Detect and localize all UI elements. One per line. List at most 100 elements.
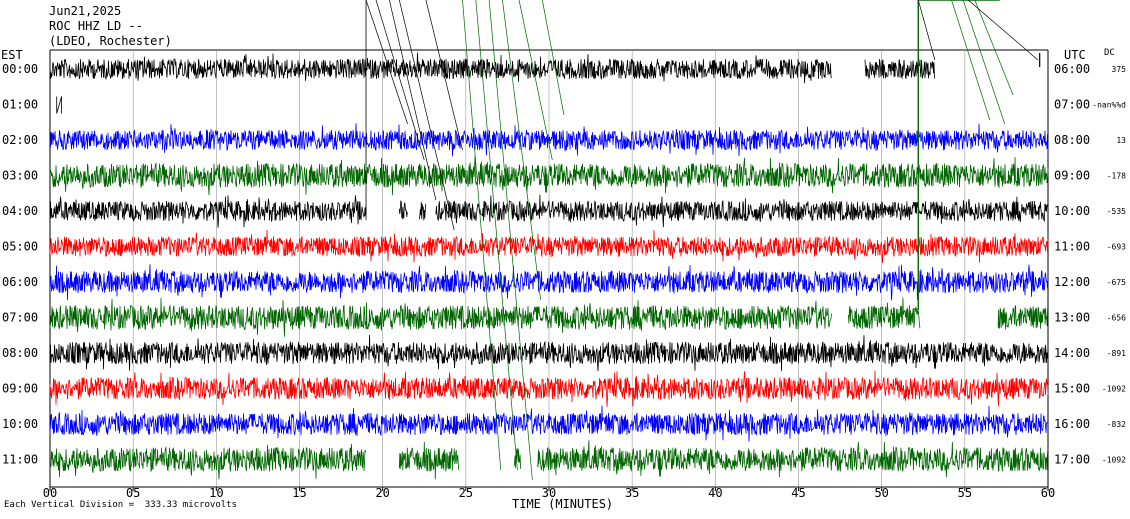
- x-tick-label: 15: [292, 486, 306, 500]
- utc-label: 08:00: [1054, 133, 1090, 147]
- est-label: 01:00: [2, 98, 38, 112]
- trace-0400: [398, 200, 408, 220]
- left-timezone-label: EST: [1, 48, 23, 62]
- utc-label: 13:00: [1054, 311, 1090, 325]
- x-tick-label: 30: [542, 486, 556, 500]
- trace-0500: [49, 229, 1049, 264]
- dc-label: -178: [1107, 172, 1126, 181]
- trace-0800: [49, 334, 1049, 372]
- trace-0900: [49, 370, 1049, 407]
- trace-0600: [49, 264, 1049, 301]
- header-date: Jun21,2025: [49, 4, 122, 18]
- est-label: 06:00: [2, 275, 38, 289]
- overlay-line-black: [365, 0, 408, 125]
- overlay-line-green: [974, 0, 1014, 96]
- utc-label: 07:00: [1054, 98, 1090, 112]
- x-tick-label: 40: [708, 486, 722, 500]
- est-label: 10:00: [2, 417, 38, 431]
- utc-label: 11:00: [1054, 240, 1090, 254]
- trace-0400: [49, 195, 367, 228]
- dc-label: -535: [1107, 207, 1126, 216]
- overlay-line-black: [425, 0, 463, 151]
- x-axis-ticks: 00 05 10 15 20 25 30 35 40 45 50 55 60: [43, 486, 1055, 500]
- utc-row-labels: 06:00 07:00 08:00 09:00 10:00 11:00 12:00 13:00…: [1054, 62, 1090, 467]
- utc-label: 12:00: [1054, 275, 1090, 289]
- header-station: ROC HHZ LD --: [49, 19, 143, 33]
- trace-1100: [49, 443, 367, 480]
- x-tick-label: 10: [209, 486, 223, 500]
- trace-0300: [49, 156, 1049, 196]
- x-tick-label: 45: [791, 486, 805, 500]
- utc-label: 06:00: [1054, 62, 1090, 76]
- utc-label: 09:00: [1054, 169, 1090, 183]
- vertical-division-note: Each Vertical Division = 333.33 microvol…: [4, 500, 237, 510]
- overlay-line-black: [388, 0, 437, 201]
- overlay-line-black: [375, 0, 425, 161]
- utc-label: 16:00: [1054, 417, 1090, 431]
- trace-1000: [49, 405, 1048, 442]
- est-label: 00:00: [2, 62, 38, 76]
- dc-label: -656: [1107, 314, 1126, 323]
- dc-label: 375: [1112, 65, 1127, 74]
- seismic-traces: [49, 52, 1049, 480]
- overlay-line-green: [518, 0, 553, 161]
- trace-0200: [49, 123, 1049, 157]
- trace-0700: [997, 305, 1048, 330]
- x-tick-label: 25: [459, 486, 473, 500]
- trace-0700: [848, 297, 921, 330]
- x-axis-label: TIME (MINUTES): [512, 497, 614, 511]
- dc-label: -675: [1107, 278, 1126, 287]
- x-tick-label: 20: [375, 486, 389, 500]
- x-tick-label: 55: [958, 486, 972, 500]
- trace-0400: [418, 201, 427, 221]
- utc-label: 14:00: [1054, 346, 1090, 360]
- dc-label: -832: [1107, 420, 1126, 429]
- trace-1100: [537, 440, 1049, 478]
- est-label: 09:00: [2, 382, 38, 396]
- x-tick-label: 00: [43, 486, 57, 500]
- trace-0000: [49, 52, 832, 84]
- est-label: 11:00: [2, 453, 38, 467]
- overlay-line-green: [462, 0, 502, 471]
- dc-header-label: DC: [1104, 48, 1115, 58]
- x-tick-label: 05: [126, 486, 140, 500]
- overlay-line-green: [951, 0, 991, 121]
- trace-1100: [513, 447, 521, 469]
- est-label: 07:00: [2, 311, 38, 325]
- overlay-line-green: [502, 0, 542, 301]
- utc-label: 15:00: [1054, 382, 1090, 396]
- dc-offset-labels: 375 -nan%%d 13 -178 -535 -693 -675 -656 -891 -109…: [1092, 65, 1126, 465]
- x-tick-label: 60: [1041, 486, 1055, 500]
- trace-0000: [864, 59, 935, 80]
- x-tick-label: 35: [625, 486, 639, 500]
- dc-label: -1092: [1102, 385, 1126, 394]
- trace-0400: [435, 194, 1049, 228]
- dc-label: -nan%%d: [1092, 101, 1126, 110]
- trace-1100: [398, 441, 460, 480]
- utc-label: 17:00: [1054, 453, 1090, 467]
- est-label: 05:00: [2, 240, 38, 254]
- dc-label: -891: [1107, 349, 1126, 358]
- x-tick-label: 50: [874, 486, 888, 500]
- event-overlay-lines: [365, 0, 1039, 481]
- utc-label: 10:00: [1054, 204, 1090, 218]
- est-row-labels: 00:00 01:00 02:00 03:00 04:00 05:00 06:00 07:00…: [2, 62, 38, 467]
- trace-0100: [56, 96, 62, 114]
- overlay-line-black: [967, 0, 1039, 61]
- est-label: 03:00: [2, 169, 38, 183]
- est-label: 04:00: [2, 204, 38, 218]
- trace-0700: [49, 297, 832, 337]
- dc-label: -693: [1107, 243, 1126, 252]
- overlay-line-green: [962, 0, 1006, 125]
- overlay-line-black: [398, 0, 455, 231]
- overlay-line-green: [475, 0, 518, 471]
- header-network: (LDEO, Rochester): [49, 34, 172, 48]
- overlay-line-green: [542, 0, 565, 116]
- dc-label: 13: [1116, 136, 1126, 145]
- overlay-line-black: [917, 0, 936, 61]
- est-label: 08:00: [2, 346, 38, 360]
- est-label: 02:00: [2, 133, 38, 147]
- overlay-line-green: [488, 0, 533, 481]
- dc-label: -1092: [1102, 456, 1126, 465]
